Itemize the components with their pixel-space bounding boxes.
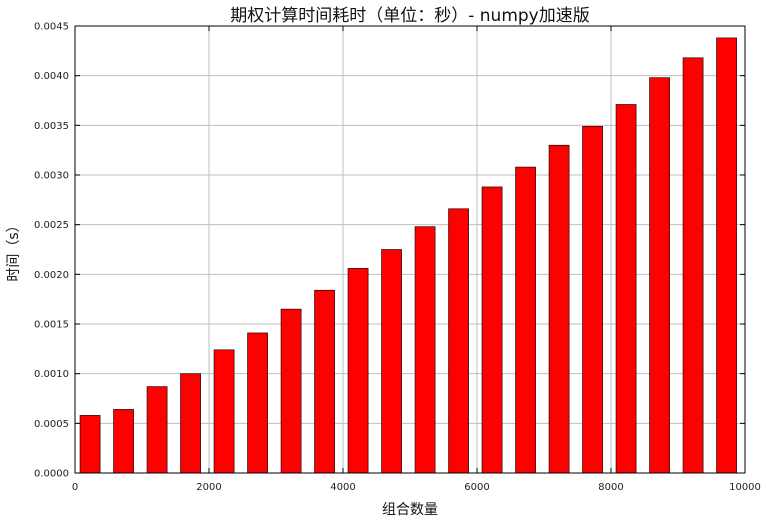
bar	[314, 289, 335, 474]
bar	[548, 144, 570, 474]
x-tick-label: 10000	[729, 482, 761, 493]
y-tick-label: 0.0015	[34, 320, 69, 331]
y-tick-label: 0.0025	[34, 220, 69, 231]
x-tick-label: 2000	[196, 482, 221, 493]
plot-frame	[74, 25, 746, 474]
y-tick-label: 0.0005	[34, 419, 69, 430]
x-tick-label: 8000	[598, 482, 623, 493]
y-axis-label: 时间（s）	[6, 218, 22, 281]
x-tick-label: 0	[72, 482, 78, 493]
x-tick-label: 4000	[330, 482, 355, 493]
bar	[247, 332, 268, 474]
x-tick-label: 6000	[464, 482, 489, 493]
bar	[515, 166, 536, 474]
bar	[180, 373, 201, 474]
bar	[414, 226, 436, 474]
y-tick-label: 0.0010	[34, 369, 69, 380]
bar	[146, 386, 168, 474]
grid-lines	[75, 26, 745, 473]
y-tick-label: 0.0045	[34, 22, 69, 33]
bar	[716, 37, 737, 474]
bar	[113, 409, 134, 474]
bar	[649, 77, 670, 474]
axis-ticks: 0.0000 0.0005 0.0010 0.0015 0.0020 0.0025 0.00…	[34, 22, 761, 494]
chart-title: 期权计算时间耗时（单位：秒）- numpy加速版	[230, 6, 590, 26]
bar	[448, 208, 469, 474]
y-tick-label: 0.0040	[34, 71, 69, 82]
bars	[79, 37, 737, 474]
bar	[582, 126, 603, 474]
bar	[79, 415, 101, 474]
y-tick-label: 0.0035	[34, 121, 69, 132]
bar	[682, 57, 704, 474]
y-tick-label: 0.0030	[34, 171, 69, 182]
bar	[381, 249, 402, 474]
x-axis-label: 组合数量	[382, 502, 438, 518]
bar	[280, 308, 302, 474]
y-tick-label: 0.0020	[34, 270, 69, 281]
bar	[615, 104, 637, 474]
bar	[481, 186, 503, 474]
y-tick-label: 0.0000	[34, 469, 69, 480]
bar	[213, 349, 235, 474]
bar	[347, 268, 369, 474]
